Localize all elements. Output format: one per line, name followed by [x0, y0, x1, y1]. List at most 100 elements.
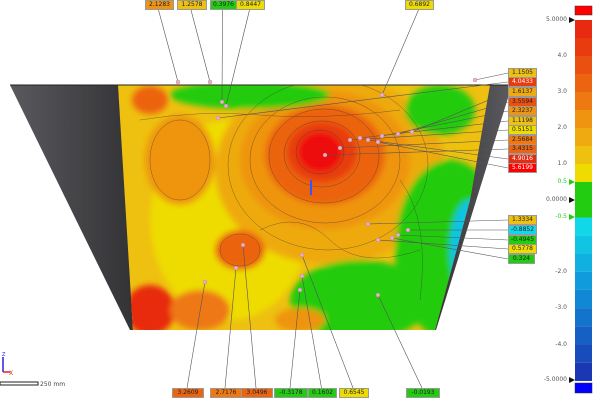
leader-line — [242, 244, 257, 389]
origin-triad — [310, 180, 312, 195]
measurement-point[interactable] — [409, 129, 415, 135]
measurement-point[interactable] — [299, 252, 305, 258]
deviation-label-right-upper[interactable]: 0.5151 — [508, 125, 537, 135]
min-marker-icon — [569, 377, 575, 383]
leader-line — [224, 267, 237, 389]
deviation-label-bottom[interactable]: 0.1602 — [308, 388, 337, 398]
leader-line — [381, 9, 419, 96]
measurement-point[interactable] — [233, 265, 239, 271]
legend-band — [575, 344, 592, 363]
deviation-label-bottom[interactable]: -0.0193 — [406, 388, 440, 398]
legend-tick-label: 1.0 — [557, 160, 567, 167]
deviation-label-bottom[interactable]: 0.6545 — [339, 388, 369, 398]
legend-tick-label: -3.0 — [555, 304, 567, 312]
measurement-point[interactable] — [375, 237, 381, 243]
deviation-label-top[interactable]: 0.3976 — [210, 0, 237, 10]
legend-upper-tol-label: 0.5 — [557, 178, 567, 185]
legend-band — [575, 217, 592, 236]
legend-band — [575, 271, 592, 290]
measurement-point[interactable] — [357, 135, 363, 141]
leader-line — [186, 281, 206, 389]
deviation-label-top[interactable]: 2.1283 — [145, 0, 174, 10]
deviation-label-right-upper[interactable]: 1.6137 — [508, 87, 537, 97]
legend-tick-label: 2.0 — [557, 124, 567, 131]
measurement-point[interactable] — [223, 103, 229, 109]
measurement-point[interactable] — [215, 115, 221, 121]
leader-line — [367, 139, 509, 160]
deviation-label-right-lower[interactable]: 1.3334 — [508, 215, 537, 225]
leader-line — [377, 141, 509, 169]
deviation-label-bottom[interactable]: -0.3178 — [274, 388, 308, 398]
deviation-label-bottom[interactable]: 3.0496 — [241, 388, 273, 398]
measurement-point[interactable] — [207, 79, 213, 85]
zero-marker-icon — [569, 197, 575, 203]
measurement-point[interactable] — [240, 242, 246, 248]
measurement-point[interactable] — [175, 79, 181, 85]
deviation-label-right-upper[interactable]: 5.6199 — [508, 163, 537, 173]
measurement-point[interactable] — [365, 221, 371, 227]
upper-tol-marker-icon — [569, 179, 575, 185]
measurement-point[interactable] — [405, 227, 411, 233]
deviation-label-right-upper[interactable]: 3.4315 — [508, 144, 537, 154]
legend-band — [575, 182, 592, 218]
measurement-point[interactable] — [297, 287, 303, 293]
legend-band — [575, 146, 592, 164]
above-max-swatch — [574, 5, 593, 16]
leader-line — [190, 9, 211, 83]
measurement-point[interactable] — [379, 92, 385, 98]
color-legend — [575, 20, 592, 381]
legend-band — [575, 20, 592, 38]
measurement-point[interactable] — [395, 232, 401, 238]
measurement-point[interactable] — [379, 133, 385, 139]
deviation-label-right-lower[interactable]: 0.5778 — [508, 244, 537, 254]
measurement-point[interactable] — [347, 137, 353, 143]
measurement-point[interactable] — [337, 145, 343, 151]
leader-line — [359, 120, 509, 139]
below-min-swatch — [574, 382, 593, 394]
left-wall — [10, 85, 133, 330]
measurement-point[interactable] — [395, 131, 401, 137]
leader-line — [339, 139, 509, 149]
legend-band — [575, 362, 592, 381]
measurement-point[interactable] — [365, 137, 371, 143]
deviation-label-top[interactable]: 0.8447 — [236, 0, 265, 10]
legend-tick-label: -2.0 — [555, 267, 567, 275]
deviation-label-right-lower[interactable]: 0.324 — [508, 254, 535, 264]
deviation-label-bottom[interactable]: 2.7176 — [210, 388, 242, 398]
leader-line — [377, 294, 423, 389]
deviation-label-right-upper[interactable]: 2.3237 — [508, 106, 537, 116]
x-axis-label: X — [9, 370, 13, 377]
legend-band — [575, 164, 592, 182]
measurement-point[interactable] — [472, 77, 478, 83]
measurement-point[interactable] — [389, 235, 395, 241]
legend-band — [575, 38, 592, 56]
leader-line — [474, 72, 509, 81]
measurement-point[interactable] — [375, 139, 381, 145]
deviation-label-right-upper[interactable]: 4.0433 — [508, 77, 537, 87]
z-axis-label: Z — [2, 352, 6, 358]
legend-band — [575, 56, 592, 74]
legend-band — [575, 326, 592, 345]
deviation-label-top[interactable]: 0.6892 — [405, 0, 434, 10]
measurement-point[interactable] — [299, 273, 305, 279]
deviation-label-top[interactable]: 1.2578 — [177, 0, 207, 10]
deviation-surface[interactable] — [110, 75, 505, 340]
legend-band — [575, 253, 592, 272]
leader-line — [217, 81, 509, 119]
measurement-point[interactable] — [375, 292, 381, 298]
leader-line — [289, 289, 301, 389]
lower-tol-marker-icon — [569, 214, 575, 220]
legend-band — [575, 74, 592, 92]
deviation-label-bottom[interactable]: 3.2609 — [172, 388, 204, 398]
measurement-point[interactable] — [202, 279, 208, 285]
legend-tick-label: 3.0 — [557, 88, 567, 95]
measurement-point[interactable] — [322, 152, 328, 158]
leader-line — [301, 275, 322, 389]
measurement-point[interactable] — [219, 99, 225, 105]
leader-line — [367, 219, 509, 225]
legend-band — [575, 289, 592, 309]
deviation-label-right-lower[interactable]: -0.8852 — [508, 225, 537, 235]
max-marker-icon — [569, 17, 575, 23]
legend-band — [575, 308, 592, 327]
